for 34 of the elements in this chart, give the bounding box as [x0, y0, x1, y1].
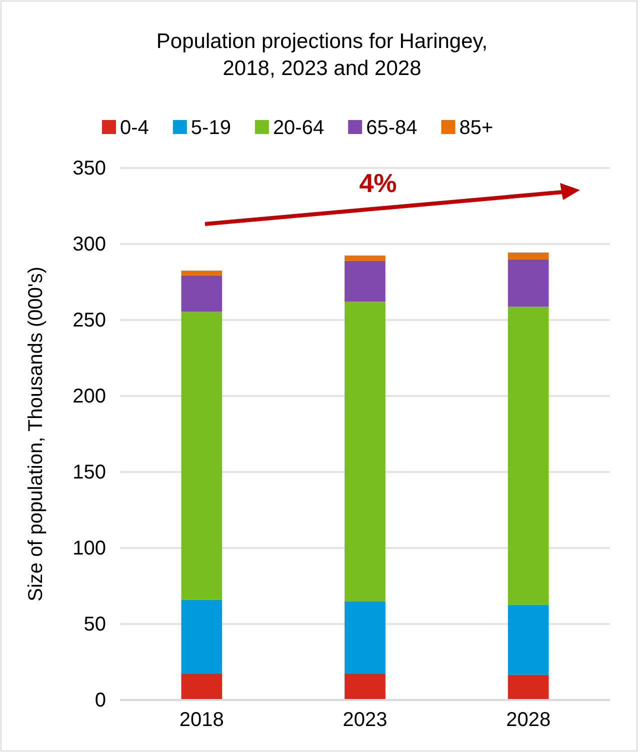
bar [508, 306, 549, 605]
x-tick-label: 2028 [506, 709, 551, 732]
bar [181, 600, 222, 674]
bar [344, 674, 386, 700]
y-tick-label: 50 [84, 613, 106, 636]
bar [344, 601, 386, 674]
bar [181, 275, 222, 312]
y-tick-label: 150 [72, 461, 106, 484]
annotation: 4% [359, 168, 397, 198]
bar [181, 270, 222, 276]
legend-label: 5-19 [190, 117, 231, 139]
legend-label: 20-64 [272, 117, 324, 139]
x-tick-label: 2018 [179, 709, 224, 732]
legend-label: 85+ [459, 117, 494, 139]
bar [344, 302, 386, 602]
y-axis-title: Size of population, Thousands (000's) [25, 266, 47, 602]
bar [181, 311, 222, 600]
y-tick-label: 250 [72, 309, 106, 332]
bar [508, 259, 549, 307]
bar [344, 256, 386, 261]
legend-label: 65-84 [366, 117, 418, 139]
y-tick-label: 100 [72, 537, 106, 560]
x-tick-label: 2023 [342, 709, 388, 732]
y-tick-label: 350 [72, 157, 106, 180]
y-tick-label: 300 [72, 233, 106, 256]
bar [508, 252, 549, 260]
bar [344, 260, 386, 302]
bar [508, 674, 549, 700]
legend-label: 0-4 [120, 117, 149, 139]
y-tick-label: 200 [72, 385, 106, 408]
bar [508, 604, 549, 675]
y-tick-label: 0 [94, 689, 106, 712]
chart-title: Population projections for Haringey, 2018, 2023 and 2028 [156, 30, 488, 80]
bar [181, 674, 222, 700]
